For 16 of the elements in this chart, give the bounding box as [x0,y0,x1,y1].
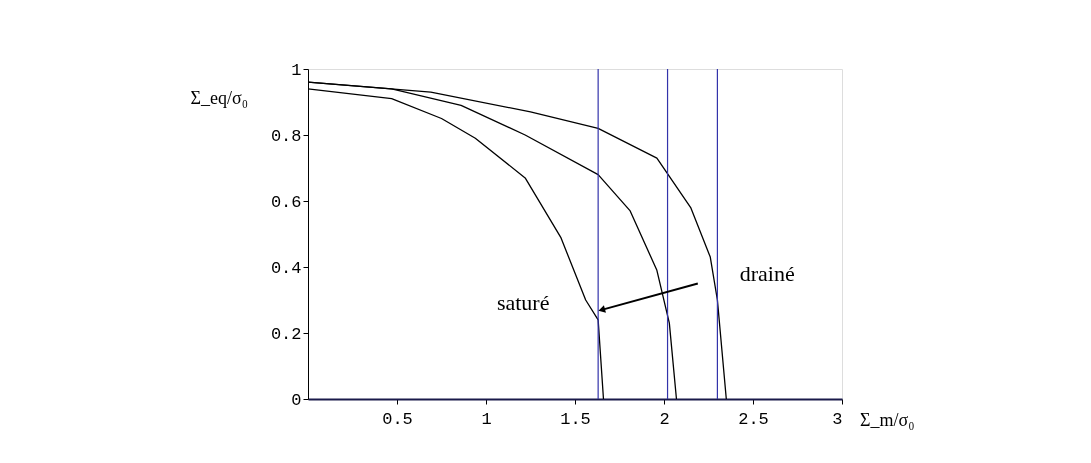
y-tick-label: 0.2 [270,324,302,344]
x-tick-label: 0.5 [382,409,413,429]
x-tick-label: 2 [659,409,670,429]
x-tick-label: 1.5 [560,409,591,429]
y-tick-label: 1 [291,60,302,80]
annotation: saturé [496,290,550,316]
x-tick-label: 3 [832,409,843,429]
x-axis-title: Σ_m/σ₀ [860,410,915,430]
y-tick-label: 0.6 [270,192,302,212]
y-axis-title: Σ_eq/σ₀ [190,88,248,108]
annotation: drainé [739,260,795,286]
y-tick-label: 0.4 [270,258,302,278]
y-tick-label: 0 [291,390,302,410]
x-tick-label: 2.5 [738,409,769,429]
x-tick-label: 1 [481,409,492,429]
y-tick-label: 0.8 [270,126,302,146]
